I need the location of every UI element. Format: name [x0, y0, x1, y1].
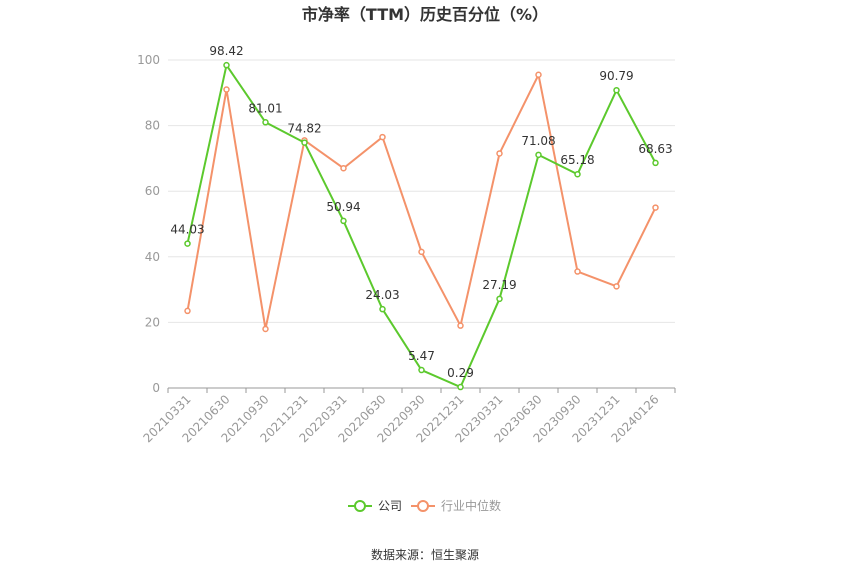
series-lines	[184, 61, 659, 391]
legend[interactable]: 公司 行业中位数	[348, 498, 501, 513]
data-label: 81.01	[248, 101, 282, 115]
data-point	[223, 61, 230, 69]
legend-marker	[417, 500, 429, 512]
data-label: 65.18	[560, 153, 594, 167]
data-point	[535, 71, 542, 79]
data-point	[574, 170, 581, 178]
data-point	[340, 164, 347, 172]
data-label: 5.47	[408, 349, 435, 363]
y-axis: 0 20 40 60 80 100	[137, 53, 160, 395]
data-point	[379, 133, 386, 141]
data-label: 90.79	[599, 69, 633, 83]
data-point	[574, 268, 581, 275]
legend-label: 公司	[378, 499, 402, 513]
source-note: 数据来源：恒生聚源	[371, 547, 479, 562]
chart-title: 市净率（TTM）历史百分位（%）	[302, 5, 548, 24]
data-point	[184, 240, 191, 247]
data-point	[535, 151, 542, 159]
data-point	[457, 322, 464, 329]
data-point	[457, 383, 464, 391]
data-label: 50.94	[326, 200, 360, 214]
legend-marker	[354, 500, 366, 512]
data-point	[496, 150, 503, 157]
data-label: 71.08	[521, 134, 555, 148]
data-label: 68.63	[638, 142, 672, 156]
data-point	[418, 366, 425, 374]
y-tick-label: 60	[145, 184, 160, 198]
y-tick-label: 20	[145, 315, 160, 329]
y-tick-label: 100	[137, 53, 160, 67]
data-point	[340, 217, 347, 225]
data-point	[184, 307, 191, 315]
data-label: 0.29	[447, 366, 474, 380]
y-tick-label: 80	[145, 119, 160, 133]
data-point	[652, 159, 659, 167]
data-label: 74.82	[287, 122, 321, 136]
data-labels: 44.03 98.42 81.01 74.82 50.94 24.03 5.47 0.29 27…	[170, 44, 672, 380]
legend-label: 行业中位数	[441, 498, 501, 513]
data-label: 27.19	[482, 278, 516, 292]
data-point	[223, 86, 230, 93]
legend-item[interactable]: 行业中位数	[411, 498, 501, 513]
data-point	[301, 139, 308, 146]
y-tick-label: 40	[145, 250, 160, 264]
data-label: 98.42	[209, 44, 243, 58]
data-point	[496, 295, 503, 303]
data-point	[379, 305, 386, 313]
grid	[168, 59, 675, 323]
data-point	[262, 119, 269, 126]
data-point	[262, 325, 269, 333]
data-point	[613, 86, 620, 94]
data-point	[652, 204, 659, 211]
data-label: 44.03	[170, 223, 204, 237]
x-axis: 2021033120210630202109302021123120220331…	[141, 387, 676, 445]
y-tick-label: 0	[152, 381, 160, 395]
legend-item[interactable]: 公司	[348, 499, 402, 513]
data-point	[613, 283, 620, 290]
data-label: 24.03	[365, 288, 399, 302]
data-point	[418, 248, 425, 256]
